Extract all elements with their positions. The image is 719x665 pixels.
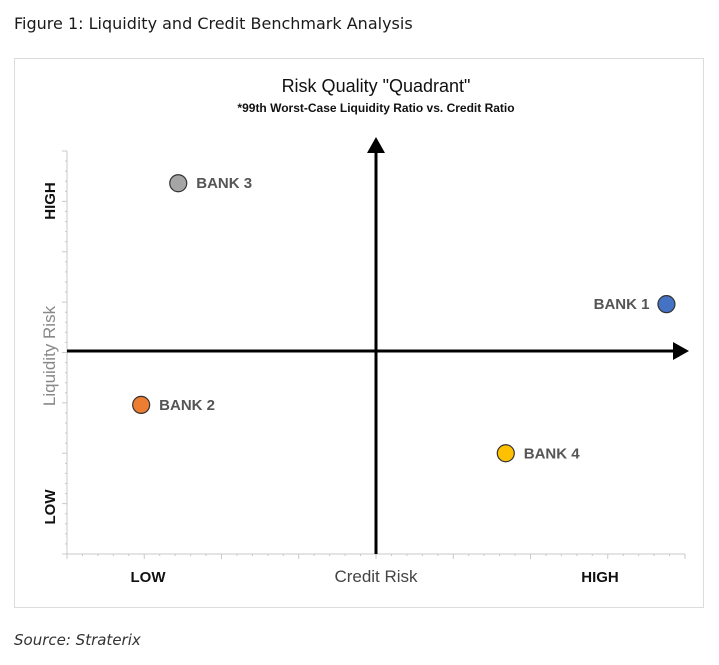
- axis-ticks: [62, 150, 686, 559]
- chart-title: Risk Quality "Quadrant": [282, 76, 471, 96]
- x-axis-arrowhead: [673, 342, 689, 360]
- chart-panel: Risk Quality "Quadrant" *99th Worst-Case…: [14, 58, 704, 608]
- source-note: Source: Straterix: [14, 631, 141, 649]
- data-points: BANK 1 BANK 2 BANK 3 BANK 4: [132, 174, 676, 463]
- x-high-label: HIGH: [581, 569, 619, 586]
- point-label-bank-3: BANK 3: [196, 175, 252, 192]
- figure-caption: Figure 1: Liquidity and Credit Benchmark…: [14, 14, 413, 33]
- x-low-label: LOW: [131, 569, 167, 586]
- data-point-bank-3: [169, 174, 188, 193]
- point-label-bank-2: BANK 2: [159, 397, 215, 414]
- data-point-bank-1: [657, 295, 676, 314]
- point-label-bank-4: BANK 4: [524, 445, 580, 462]
- data-point-bank-4: [496, 444, 515, 463]
- chart-subtitle: *99th Worst-Case Liquidity Ratio vs. Cre…: [237, 101, 514, 115]
- data-point-bank-2: [132, 395, 151, 414]
- y-axis-arrowhead: [367, 137, 385, 153]
- scatter-chart: Risk Quality "Quadrant" *99th Worst-Case…: [40, 76, 689, 586]
- y-axis-label: Liquidity Risk: [40, 305, 59, 406]
- x-axis-label: Credit Risk: [334, 567, 418, 586]
- y-low-label: LOW: [42, 489, 59, 525]
- point-label-bank-1: BANK 1: [594, 296, 650, 313]
- y-high-label: HIGH: [42, 182, 59, 220]
